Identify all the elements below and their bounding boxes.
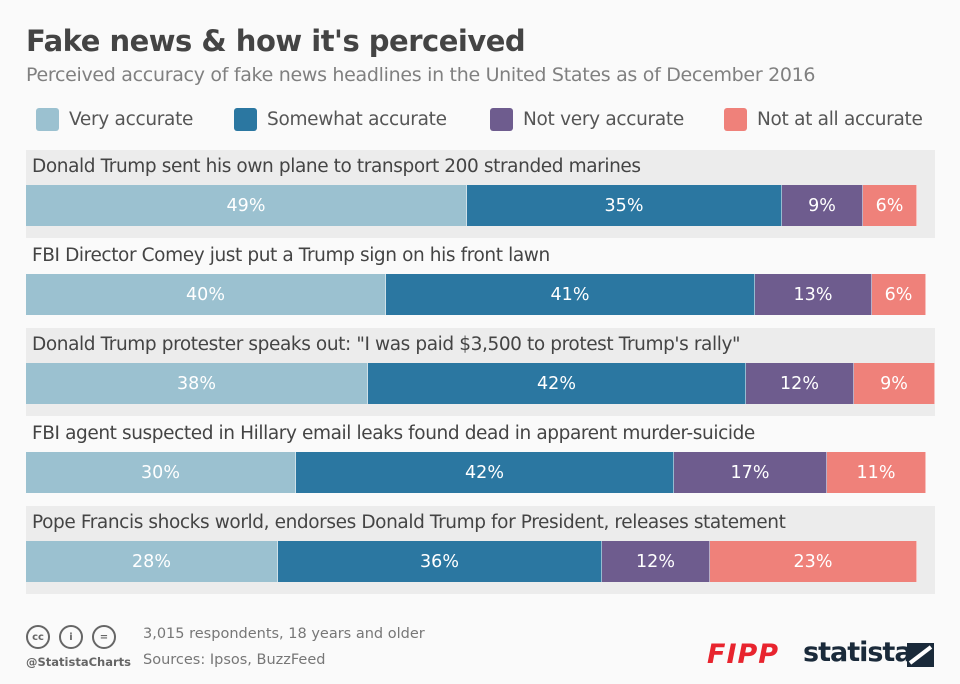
attribution-icon: i [59,625,83,649]
chart-title: Fake news & how it's perceived [26,24,526,58]
legend-label: Not at all accurate [757,109,923,130]
legend-swatch [724,108,747,131]
fipp-logo: FIPP [707,639,780,670]
sources: Sources: Ipsos, BuzzFeed [143,652,326,668]
legend-swatch [36,108,59,131]
bar-row: Pope Francis shocks world, endorses Dona… [26,506,935,594]
chart-subtitle: Perceived accuracy of fake news headline… [26,64,816,86]
bar-segment: 6% [872,274,926,315]
no-derivatives-icon: = [92,625,116,649]
bar-segment: 41% [386,274,755,315]
category-label: Donald Trump sent his own plane to trans… [32,156,641,177]
legend-swatch [234,108,257,131]
data-label: 11% [856,462,896,483]
data-label: 35% [604,195,644,216]
bar-segment: 49% [26,185,467,226]
data-label: 36% [420,551,459,572]
data-label: 30% [141,462,180,483]
legend-item: Not very accurate [490,108,684,131]
bar-segment: 11% [827,452,926,493]
legend-item: Very accurate [36,108,193,131]
bar-segment: 12% [746,363,854,404]
statista-logo: statista [803,637,913,668]
bar-segment: 40% [26,274,386,315]
data-label: 6% [884,284,913,305]
legend-label: Not very accurate [523,109,684,130]
bar-segment: 9% [782,185,863,226]
data-label: 42% [465,462,504,483]
bar-segment: 6% [863,185,917,226]
twitter-handle: @StatistaCharts [26,655,131,669]
bar-segment: 42% [296,452,674,493]
data-label: 28% [132,551,171,572]
respondents-note: 3,015 respondents, 18 years and older [143,626,425,642]
bar-segment: 30% [26,452,296,493]
data-label: 12% [636,551,675,572]
category-label: FBI Director Comey just put a Trump sign… [32,245,550,266]
bar-segment: 13% [755,274,872,315]
legend-label: Very accurate [69,109,194,130]
data-label: 38% [177,373,216,394]
bar-segment: 17% [674,452,827,493]
data-label: 41% [550,284,590,305]
category-label: Pope Francis shocks world, endorses Dona… [32,512,786,533]
data-label: 9% [880,373,908,394]
statista-logo-icon [907,643,934,667]
data-label: 17% [730,462,770,483]
bar-segment: 36% [278,541,602,582]
data-label: 49% [226,195,266,216]
legend-swatch [490,108,513,131]
category-label: Donald Trump protester speaks out: "I wa… [32,334,741,355]
bar-row: FBI agent suspected in Hillary email lea… [26,417,935,505]
bar-segment: 35% [467,185,782,226]
legend: Very accurate Somewhat accurate Not very a… [0,108,960,136]
bar-segment: 38% [26,363,368,404]
bar-segment: 28% [26,541,278,582]
bar-row: FBI Director Comey just put a Trump sign… [26,239,935,327]
data-label: 23% [793,551,833,572]
bar-segment: 12% [602,541,710,582]
bar-row: Donald Trump sent his own plane to trans… [26,150,935,238]
legend-item: Somewhat accurate [234,108,447,131]
bar-segment: 42% [368,363,746,404]
data-label: 12% [780,373,819,394]
data-label: 9% [808,195,836,216]
data-label: 13% [793,284,833,305]
data-label: 40% [186,284,225,305]
category-label: FBI agent suspected in Hillary email lea… [32,423,755,444]
cc-icon: cc [26,625,50,649]
bar-segment: 23% [710,541,917,582]
bar-segment: 9% [854,363,935,404]
data-label: 42% [537,373,576,394]
data-label: 6% [875,195,904,216]
bar-row: Donald Trump protester speaks out: "I wa… [26,328,935,416]
legend-label: Somewhat accurate [267,109,447,130]
legend-item: Not at all accurate [724,108,923,131]
